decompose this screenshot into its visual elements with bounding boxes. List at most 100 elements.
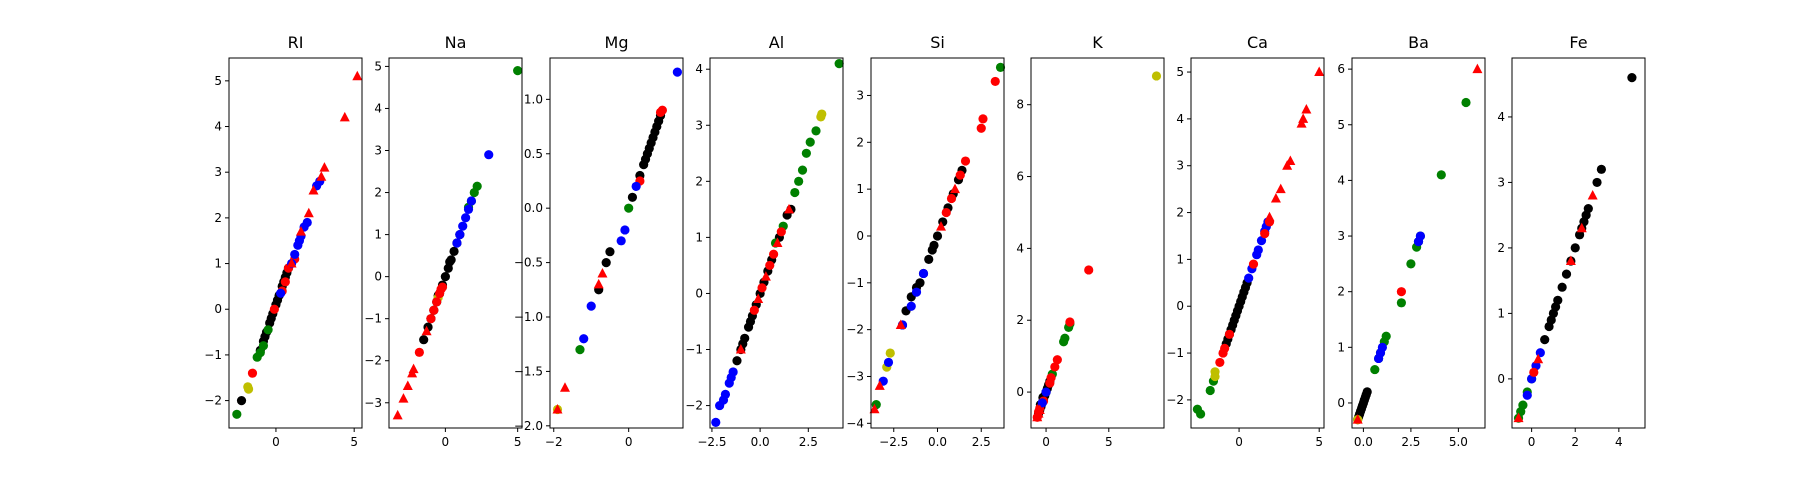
subplot-ri: RI 0 5 −2 −1 0 1 2 3 4 5 bbox=[204, 33, 363, 449]
x-tick-label: 2 bbox=[1571, 435, 1579, 449]
data-point bbox=[906, 301, 916, 311]
data-point bbox=[1396, 287, 1406, 297]
y-tick-label: 6 bbox=[1016, 170, 1024, 184]
y-tick-label: 3 bbox=[1176, 159, 1184, 173]
x-tick-label: 5 bbox=[514, 435, 522, 449]
data-point-triangle bbox=[1264, 211, 1275, 222]
y-tick-label: 1 bbox=[1497, 306, 1505, 320]
y-tick-label: −0.5 bbox=[514, 256, 543, 270]
plot-frame bbox=[709, 57, 844, 429]
data-point bbox=[1215, 357, 1225, 368]
y-tick-label: 1 bbox=[1176, 252, 1184, 266]
data-point bbox=[711, 417, 721, 427]
data-point bbox=[1570, 243, 1580, 253]
data-point bbox=[927, 245, 937, 255]
x-tick-label: −2.5 bbox=[879, 435, 908, 449]
data-point-triangle bbox=[1565, 255, 1576, 266]
data-point bbox=[579, 334, 589, 344]
data-point bbox=[1052, 355, 1062, 365]
data-point-triangle bbox=[1533, 353, 1544, 364]
y-tick-label: −2 bbox=[685, 399, 703, 413]
x-tick-label: 4 bbox=[1615, 435, 1623, 449]
data-point bbox=[1236, 296, 1246, 307]
data-point bbox=[1557, 282, 1567, 292]
x-tick-label: 0 bbox=[625, 435, 633, 449]
data-point bbox=[1540, 334, 1550, 345]
y-tick-label: 4 bbox=[695, 62, 703, 76]
data-point bbox=[1546, 315, 1556, 325]
y-tick-label: −1 bbox=[846, 276, 864, 290]
data-point bbox=[302, 217, 312, 228]
data-point bbox=[1151, 71, 1162, 81]
data-point bbox=[232, 409, 242, 419]
y-tick-label: −3 bbox=[364, 396, 382, 410]
data-point bbox=[432, 297, 442, 307]
y-tick-label: 3 bbox=[856, 88, 864, 102]
plot-frame bbox=[1190, 57, 1325, 429]
data-point bbox=[1232, 306, 1243, 316]
data-point-triangle bbox=[593, 278, 604, 289]
data-point-triangle bbox=[303, 207, 314, 218]
data-point bbox=[601, 257, 611, 268]
data-point-triangle bbox=[352, 70, 363, 81]
data-point-triangle bbox=[753, 293, 764, 304]
data-point bbox=[720, 389, 731, 399]
y-tick-label: −2 bbox=[364, 354, 382, 368]
data-point bbox=[1627, 73, 1637, 83]
data-point bbox=[655, 107, 666, 118]
y-tick-label: −4 bbox=[846, 416, 864, 430]
y-tick-label: 2 bbox=[856, 135, 864, 149]
y-tick-label: 1 bbox=[374, 228, 382, 242]
data-point-triangle bbox=[1275, 183, 1286, 194]
data-point-triangle bbox=[392, 409, 403, 420]
data-point-triangle bbox=[735, 344, 746, 354]
data-point bbox=[620, 225, 630, 235]
plot-frame bbox=[388, 57, 523, 429]
data-point bbox=[640, 154, 651, 164]
data-point bbox=[1045, 378, 1055, 388]
subplot-title: Mg bbox=[605, 33, 629, 52]
y-tick-label: 3 bbox=[214, 165, 222, 179]
x-tick-label: 5 bbox=[1315, 435, 1323, 449]
plot-frame bbox=[549, 57, 684, 429]
data-point bbox=[449, 246, 459, 257]
data-point bbox=[932, 231, 943, 241]
data-point bbox=[749, 305, 759, 315]
data-point bbox=[652, 121, 662, 132]
y-tick-label: −3 bbox=[846, 369, 864, 383]
data-point bbox=[1461, 97, 1471, 108]
data-point bbox=[269, 304, 279, 314]
data-point bbox=[586, 301, 596, 311]
y-tick-label: 4 bbox=[1016, 241, 1024, 255]
y-tick-label: 2 bbox=[695, 174, 703, 188]
data-point-triangle bbox=[1296, 118, 1307, 128]
data-point bbox=[801, 148, 811, 158]
data-point bbox=[672, 67, 682, 77]
data-point bbox=[1239, 287, 1249, 297]
data-point bbox=[243, 384, 254, 394]
data-point bbox=[255, 348, 265, 358]
data-point bbox=[1596, 164, 1606, 174]
data-point bbox=[455, 229, 465, 240]
y-tick-label: 4 bbox=[214, 120, 222, 134]
data-point-triangle bbox=[895, 319, 906, 329]
data-point bbox=[1192, 404, 1203, 414]
data-point bbox=[605, 247, 615, 257]
data-point-triangle bbox=[398, 393, 409, 403]
data-point bbox=[644, 143, 654, 153]
y-tick-label: 4 bbox=[1337, 173, 1345, 187]
x-tick-label: 0 bbox=[1042, 435, 1050, 449]
subplot-ca: Ca 0 5 −2 −1 0 1 2 3 4 5 bbox=[1166, 33, 1325, 449]
y-tick-label: 1 bbox=[1337, 340, 1345, 354]
y-tick-label: 6 bbox=[1337, 62, 1345, 76]
subplot-ba: Ba 0.0 2.5 5.0 0 1 2 3 4 5 6 bbox=[1337, 33, 1486, 449]
data-point bbox=[1374, 353, 1384, 364]
data-point bbox=[765, 260, 775, 271]
data-point-triangle bbox=[772, 237, 783, 247]
y-tick-label: 0 bbox=[214, 302, 222, 316]
data-point bbox=[946, 193, 957, 204]
data-point-triangle bbox=[339, 111, 350, 122]
data-point-triangle bbox=[286, 258, 297, 268]
data-point bbox=[797, 165, 808, 175]
